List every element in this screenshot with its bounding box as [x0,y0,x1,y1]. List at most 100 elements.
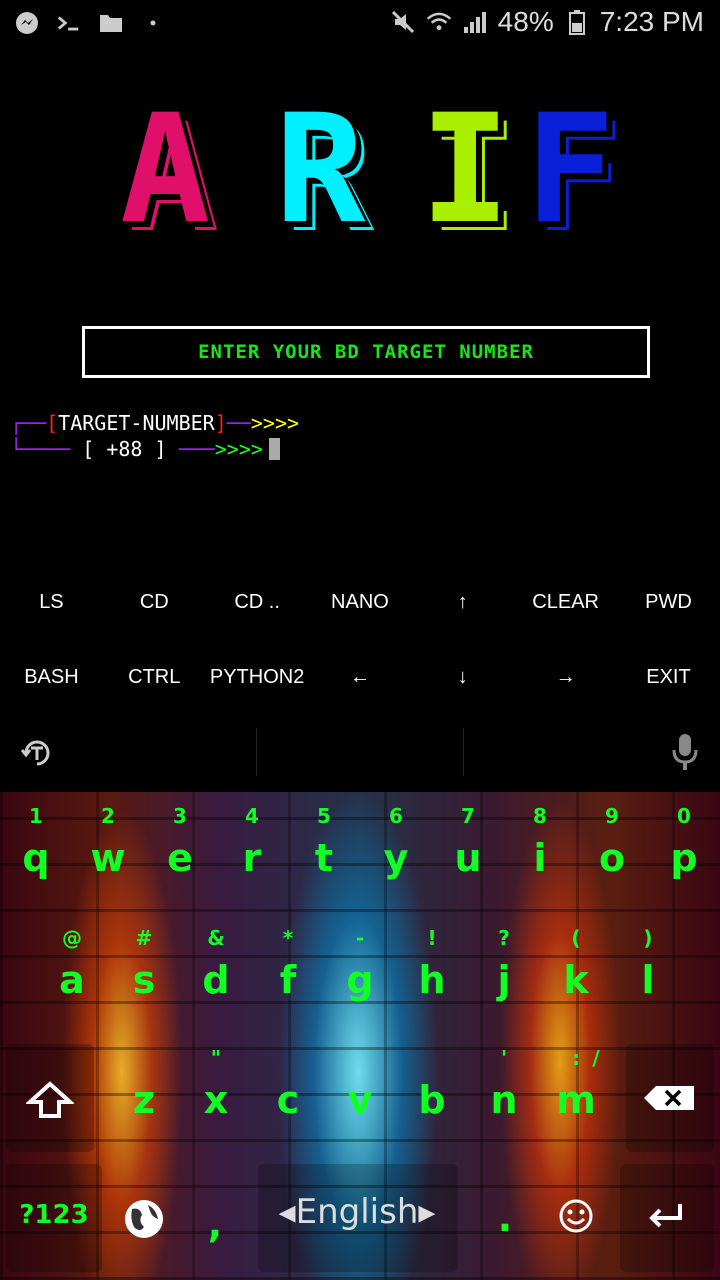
symbols-key[interactable]: ?123 [19,1200,89,1230]
key-s[interactable]: # s [108,922,180,1032]
key-hint: @ [62,926,82,950]
period-key[interactable]: . [497,1196,513,1240]
key-label: c [276,1078,300,1122]
key-arrow-left[interactable]: ← [349,666,370,688]
microphone-icon[interactable] [670,732,700,777]
key-label: h [418,958,446,1002]
space-bar[interactable]: ◂English▸ [262,1192,452,1232]
key-clear[interactable]: CLEAR [532,591,599,613]
key-c[interactable]: c [252,1042,324,1152]
arif-banner: A R I F [120,95,640,245]
key-arrow-up[interactable]: ↑ [457,591,468,613]
banner-letter-r: R [275,83,366,257]
key-label: m [556,1078,596,1122]
key-label: r [242,836,262,880]
key-label: z [132,1078,156,1122]
key-m[interactable]: :m [540,1042,612,1152]
folder-icon [98,10,124,36]
key-hint: - [355,926,365,950]
key-ls[interactable]: LS [39,591,64,613]
space-right-chevron-icon: ▸ [418,1192,436,1232]
key-cd[interactable]: CD [139,591,169,613]
key-g[interactable]: -g [324,922,396,1032]
key-hint: : [572,1046,580,1070]
key-label: y [383,836,409,880]
country-code: [ +88 ] [82,437,167,461]
key-f[interactable]: * f [252,922,324,1032]
key-x[interactable]: " x [180,1042,252,1152]
key-v[interactable]: v [324,1042,396,1152]
key-label: x [203,1078,229,1122]
backspace-icon[interactable] [642,1084,696,1117]
key-bash[interactable]: BASH [24,666,79,688]
key-hint: * [282,926,294,950]
key-label: p [670,836,698,880]
key-label: j [497,958,511,1002]
prompt-arrows-1: >>>> [250,411,300,435]
wifi-icon [426,9,452,35]
key-l[interactable]: ) l [612,922,684,1032]
key-hint: ) [643,926,653,950]
target-prompt-box: ENTER YOUR BD TARGET NUMBER [82,326,650,378]
status-bar: 48% 7:23 PM [0,0,720,48]
key-label: t [314,836,334,880]
key-h[interactable]: ! h [396,922,468,1032]
mute-icon [390,9,416,35]
extra-keys-bar: LS CD CD .. NANO ↑ CLEAR PWD BASH CTRL P… [0,565,720,715]
messenger-icon [14,10,40,36]
enter-icon[interactable] [646,1200,686,1237]
key-label: k [563,958,589,1002]
key-label: b [418,1078,446,1122]
space-left-chevron-icon: ◂ [278,1192,296,1232]
key-j[interactable]: ? j [468,922,540,1032]
key-hint: " [210,1046,222,1070]
suggestion-divider [256,728,257,776]
dot-icon [140,10,166,36]
translate-icon[interactable] [20,736,54,775]
shift-icon[interactable] [24,1080,76,1125]
key-a[interactable]: @ a [36,922,108,1032]
key-label: e [167,836,193,880]
globe-icon[interactable] [122,1197,166,1246]
key-hint: & [207,926,225,950]
key-ctrl[interactable]: CTRL [128,666,181,688]
battery-percent: 48% [497,6,554,37]
space-bar-language: English [295,1192,419,1232]
key-exit[interactable]: EXIT [646,666,691,688]
key-hint: 6 [389,804,403,828]
key-nano[interactable]: NANO [331,591,389,613]
key-label: i [533,836,547,880]
prompt-line-2[interactable]: └──── [ +88 ] ─── >>>> [10,436,299,462]
key-arrow-right[interactable]: → [555,666,576,688]
key-b[interactable]: b [396,1042,468,1152]
key-hint: 0 [677,804,691,828]
key-label: u [454,836,482,880]
key-hint: 9 [605,804,619,828]
key-pwd[interactable]: PWD [645,591,692,613]
terminal-prompt: ┌──[TARGET-NUMBER] ── >>>> └──── [ +88 ] ─… [10,410,299,462]
key-hint: 8 [533,804,547,828]
key-d[interactable]: & d [180,922,252,1032]
key-k[interactable]: (k [540,922,612,1032]
key-python2[interactable]: PYTHON2 [209,666,305,688]
key-label: f [279,958,297,1002]
prompt-line-1: ┌──[TARGET-NUMBER] ── >>>> [10,411,300,435]
key-label: a [59,958,85,1002]
key-n[interactable]: ' n [468,1042,540,1152]
key-label: v [347,1078,373,1122]
key-z[interactable]: z [108,1042,180,1152]
comma-key[interactable]: , [207,1202,223,1246]
key-arrow-down[interactable]: ↓ [457,666,468,688]
key-cd-up[interactable]: CD .. [234,591,280,613]
emoji-icon[interactable] [558,1198,594,1239]
